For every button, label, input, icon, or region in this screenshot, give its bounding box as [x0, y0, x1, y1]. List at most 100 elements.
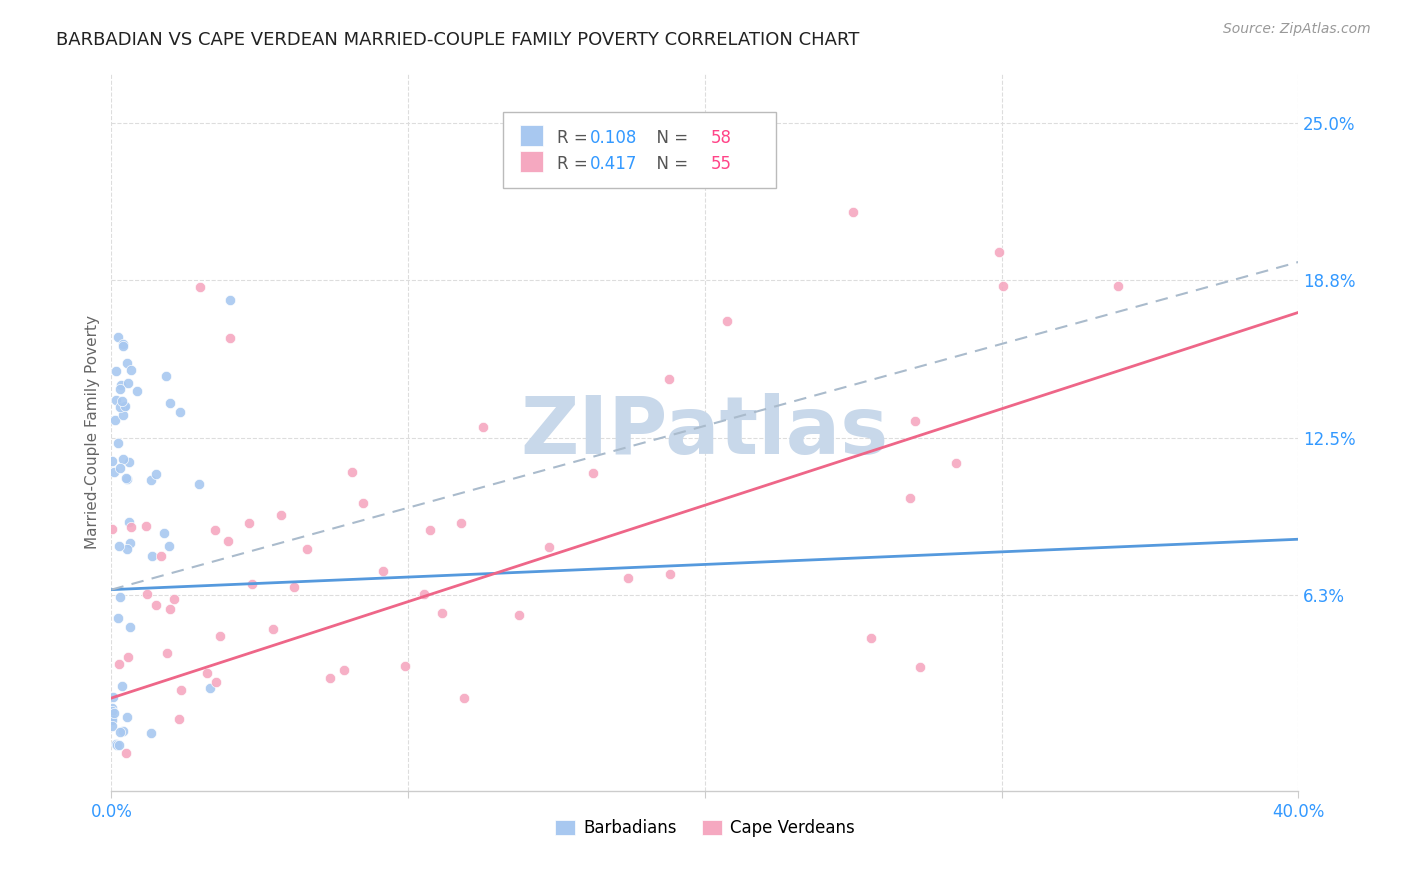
Y-axis label: Married-Couple Family Poverty: Married-Couple Family Poverty [86, 315, 100, 549]
Point [115, 710, 138, 724]
Point [508, 607, 530, 622]
Point [101, 522, 124, 536]
Point [155, 368, 177, 383]
Point [105, 364, 128, 378]
Point [238, 516, 260, 531]
Point [170, 682, 193, 697]
Point [145, 467, 167, 482]
Point [169, 405, 191, 419]
Point [945, 456, 967, 470]
Point [120, 363, 142, 377]
Point [159, 395, 181, 409]
Point [107, 436, 129, 450]
Point [117, 376, 139, 391]
Point [101, 713, 124, 727]
Point [659, 567, 682, 582]
Point [103, 465, 125, 479]
Point [219, 330, 242, 344]
FancyBboxPatch shape [520, 125, 544, 145]
Point [107, 611, 129, 625]
Point [987, 244, 1010, 259]
Point [262, 622, 284, 636]
Point [101, 690, 124, 704]
Point [283, 580, 305, 594]
Point [111, 409, 134, 423]
Point [270, 508, 292, 523]
Text: 0.417: 0.417 [589, 155, 637, 173]
Point [157, 539, 180, 553]
Point [208, 629, 231, 643]
Point [658, 372, 681, 386]
Point [117, 542, 139, 557]
Point [413, 587, 436, 601]
Point [419, 523, 441, 537]
Point [111, 679, 134, 693]
Legend: Barbadians, Cape Verdeans: Barbadians, Cape Verdeans [548, 813, 862, 844]
Point [1107, 278, 1129, 293]
Point [188, 477, 211, 491]
FancyBboxPatch shape [503, 112, 776, 188]
Point [118, 515, 141, 529]
Text: 0.108: 0.108 [589, 128, 637, 146]
Point [125, 384, 148, 398]
Point [118, 455, 141, 469]
Point [100, 719, 122, 733]
Point [991, 279, 1014, 293]
Text: Source: ZipAtlas.com: Source: ZipAtlas.com [1223, 22, 1371, 37]
Point [333, 663, 356, 677]
Point [112, 400, 135, 414]
Point [145, 598, 167, 612]
Text: R =: R = [557, 155, 592, 173]
Point [114, 400, 136, 414]
Point [538, 541, 561, 555]
Point [136, 587, 159, 601]
Point [163, 591, 186, 606]
Point [453, 690, 475, 705]
Point [141, 726, 163, 740]
Point [115, 356, 138, 370]
Point [617, 571, 640, 585]
Point [319, 671, 342, 685]
Point [111, 393, 134, 408]
Point [110, 400, 132, 414]
Text: 55: 55 [711, 155, 731, 173]
Point [112, 336, 135, 351]
Text: ZIPatlas: ZIPatlas [520, 393, 889, 471]
Point [450, 516, 472, 531]
Point [394, 658, 416, 673]
Point [117, 649, 139, 664]
Point [898, 491, 921, 506]
Point [103, 413, 125, 427]
Text: BARBADIAN VS CAPE VERDEAN MARRIED-COUPLE FAMILY POVERTY CORRELATION CHART: BARBADIAN VS CAPE VERDEAN MARRIED-COUPLE… [56, 31, 859, 49]
Point [107, 657, 129, 672]
Point [108, 738, 131, 752]
Point [159, 602, 181, 616]
Point [120, 536, 142, 550]
Point [108, 460, 131, 475]
Text: N =: N = [645, 128, 693, 146]
FancyBboxPatch shape [520, 152, 544, 172]
Point [352, 496, 374, 510]
Point [582, 467, 605, 481]
Point [101, 700, 124, 714]
Point [108, 725, 131, 739]
Text: N =: N = [645, 155, 693, 173]
Point [105, 392, 128, 407]
Point [195, 666, 218, 681]
Point [110, 382, 132, 396]
Point [112, 724, 135, 739]
Point [204, 523, 226, 537]
Point [101, 710, 124, 724]
Point [101, 454, 124, 468]
Point [149, 549, 172, 563]
Point [297, 542, 319, 557]
Point [371, 564, 394, 578]
Point [153, 525, 176, 540]
Point [139, 473, 162, 487]
Point [105, 738, 128, 752]
Point [103, 706, 125, 720]
Point [859, 631, 882, 645]
Point [190, 280, 212, 294]
Text: R =: R = [557, 128, 592, 146]
Point [110, 378, 132, 392]
